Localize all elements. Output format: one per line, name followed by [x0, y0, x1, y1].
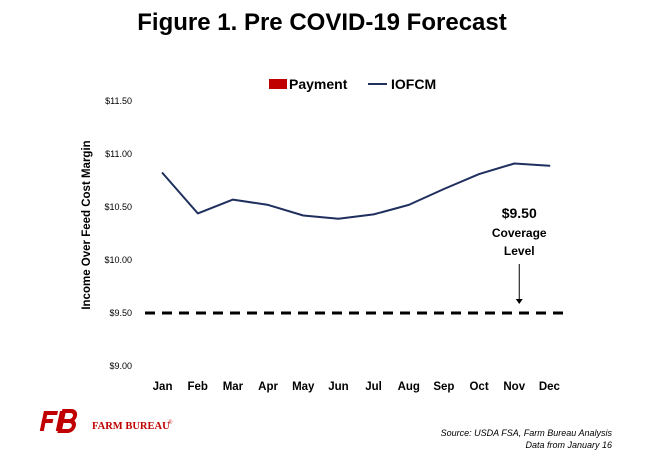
- x-tick-label: Sep: [433, 381, 454, 393]
- y-tick-label: $9.50: [109, 308, 132, 318]
- y-tick-label: $10.00: [104, 255, 132, 265]
- x-tick-label: Dec: [539, 381, 561, 393]
- x-tick-label: Jun: [328, 381, 348, 393]
- x-tick-label: Jul: [365, 381, 382, 393]
- coverage-annotation-line: Coverage: [492, 226, 547, 240]
- annotation-arrow-head: [515, 299, 523, 304]
- x-tick-label: Aug: [398, 381, 420, 393]
- y-tick-label: $11.00: [105, 149, 132, 159]
- logo-text: FARM BUREAU: [92, 421, 170, 432]
- y-tick-labels: $9.00 $9.50 $10.00 $10.50 $11.00 $11.50: [104, 96, 132, 371]
- legend-payment-swatch: [269, 79, 287, 89]
- coverage-annotation-line: Level: [504, 244, 535, 258]
- source-line-1: Source: USDA FSA, Farm Bureau Analysis: [441, 428, 613, 438]
- y-tick-label: $9.00: [109, 361, 132, 371]
- legend: Payment IOFCM: [269, 76, 436, 92]
- legend-payment-label: Payment: [289, 76, 348, 92]
- annotation-layer: $9.50 Coverage Level: [492, 205, 547, 304]
- y-tick-label: $10.50: [104, 202, 132, 212]
- x-tick-label: Oct: [469, 381, 488, 393]
- series-line-iofcm: [161, 162, 551, 220]
- x-tick-labels: Jan Feb Mar Apr May Jun Jul Aug Sep Oct Nov Dec: [153, 381, 561, 393]
- farm-bureau-logo: FARM BUREAU ®: [39, 409, 173, 433]
- x-tick-label: Mar: [223, 381, 244, 393]
- source-line-2: Data from January 16: [525, 440, 612, 450]
- legend-iofcm-label: IOFCM: [391, 76, 436, 92]
- y-tick-label: $11.50: [105, 96, 132, 106]
- coverage-annotation-line: $9.50: [502, 205, 537, 221]
- logo-registered-mark: ®: [168, 419, 173, 426]
- chart-title: Figure 1. Pre COVID-19 Forecast: [137, 9, 506, 36]
- x-tick-label: Feb: [188, 381, 208, 393]
- series-layer: [161, 162, 551, 220]
- x-tick-label: May: [292, 381, 315, 393]
- x-tick-label: Jan: [153, 381, 173, 393]
- x-tick-label: Nov: [503, 381, 525, 393]
- y-axis-label: Income Over Feed Cost Margin: [81, 140, 93, 309]
- x-tick-label: Apr: [258, 381, 278, 393]
- fb-logo-icon: [39, 409, 78, 433]
